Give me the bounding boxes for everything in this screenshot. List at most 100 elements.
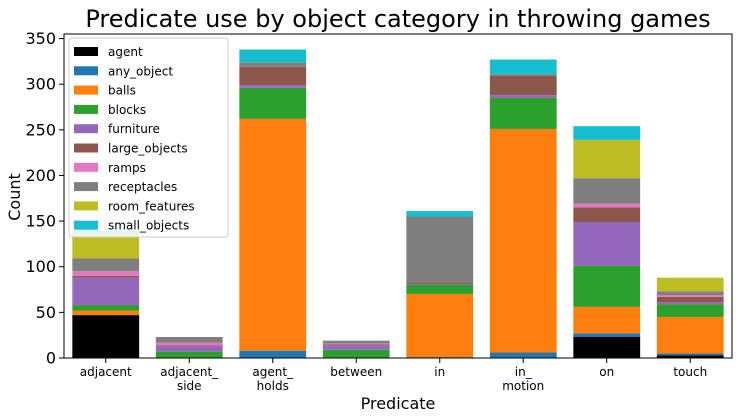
bar-segment-ramps-1 [155, 342, 223, 346]
y-tick-label: 100 [25, 257, 56, 276]
y-tick-label: 200 [25, 166, 56, 185]
bar-segment-small-objects-4 [406, 211, 474, 217]
legend-swatch-any-object [74, 66, 98, 76]
bar-segment-agent-7 [656, 355, 724, 358]
legend-label: receptacles [108, 180, 177, 194]
bar-segment-any-object-2 [239, 350, 307, 358]
bar-segment-blocks-7 [656, 304, 724, 317]
bar-segment-large-objects-1 [155, 345, 223, 347]
bar-segment-receptacles-5 [489, 74, 557, 76]
y-tick-label: 0 [46, 349, 56, 368]
bar-segment-receptacles-3 [322, 340, 390, 344]
legend-swatch-furniture [74, 124, 98, 134]
legend-swatch-ramps [74, 162, 98, 172]
bar-segment-receptacles-4 [406, 216, 474, 283]
legend-label: agent [108, 45, 143, 59]
x-tick-label-line: agent_ [252, 365, 294, 379]
x-tick-label-line: side [177, 379, 202, 393]
bar-segment-room-features-7 [656, 277, 724, 292]
legend-swatch-agent [74, 47, 98, 56]
bar-segment-furniture-1 [155, 346, 223, 352]
bar-segment-any-object-6 [573, 333, 641, 338]
legend-box [68, 37, 229, 238]
bar-segment-receptacles-6 [573, 178, 641, 204]
x-tick-label-line: in [434, 365, 445, 379]
bar-segment-balls-4 [406, 294, 474, 358]
bar-segment-ramps-3 [322, 343, 390, 345]
bar-segment-receptacles-7 [656, 291, 724, 296]
x-tick-label: adjacent_ side [160, 365, 219, 393]
bar-segment-small-objects-2 [239, 49, 307, 63]
y-tick-label: 150 [25, 212, 56, 231]
bar-segment-blocks-6 [573, 265, 641, 307]
plot-frame [63, 33, 733, 359]
legend-swatch-large-objects [74, 143, 98, 153]
legend-label: furniture [108, 122, 160, 136]
bar-segment-furniture-7 [656, 302, 724, 305]
bar-segment-blocks-5 [489, 97, 557, 129]
bar-segment-large-objects-2 [239, 66, 307, 86]
x-tick-label: touch [673, 365, 707, 379]
x-tick-label-line: adjacent [80, 365, 132, 379]
bar-segment-balls-7 [656, 316, 724, 354]
legend-label: blocks [108, 103, 146, 117]
bar-segment-small-objects-5 [489, 59, 557, 75]
bar-segment-room-features-6 [573, 139, 641, 179]
chart-title: Predicate use by object category in thro… [85, 5, 710, 33]
x-tick-label: in [434, 365, 445, 379]
bar-segment-room-features-0 [72, 233, 140, 259]
legend-swatch-small-objects [74, 220, 98, 230]
bar-segment-receptacles-0 [72, 258, 140, 272]
legend-label: any_object [108, 64, 173, 78]
legend-swatch-balls [74, 85, 98, 95]
bars-group [72, 49, 724, 358]
y-tick-label: 250 [25, 120, 56, 139]
bar-segment-any-object-5 [489, 352, 557, 358]
bar-segment-blocks-4 [406, 284, 474, 295]
bar-segment-large-objects-7 [656, 296, 724, 303]
y-tick-label: 50 [36, 303, 56, 322]
bar-segment-receptacles-2 [239, 62, 307, 67]
x-tick-label: on [599, 365, 614, 379]
bar-segment-agent-0 [72, 315, 140, 358]
legend-swatch-receptacles [74, 182, 98, 192]
y-tick-label: 300 [25, 75, 56, 94]
bar-segment-furniture-5 [489, 95, 557, 98]
y-axis-label: Count [5, 173, 24, 221]
bar-segment-large-objects-4 [406, 282, 474, 285]
x-tick-label-line: adjacent_ [160, 365, 219, 379]
bar-segment-furniture-4 [406, 284, 474, 285]
bar-segment-furniture-3 [322, 345, 390, 350]
bar-segment-blocks-0 [72, 305, 140, 311]
x-tick-label-line: on [599, 365, 614, 379]
bar-segment-receptacles-1 [155, 337, 223, 343]
x-tick-label: between [330, 365, 382, 379]
legend-swatch-room-features [74, 201, 98, 211]
bar-segment-blocks-1 [155, 351, 223, 358]
bar-segment-agent-6 [573, 337, 641, 358]
legend-label: room_features [108, 199, 195, 213]
bar-segment-ramps-0 [72, 271, 140, 276]
bar-segment-furniture-6 [573, 222, 641, 266]
x-tick-label: in_ motion [502, 365, 544, 393]
x-tick-label-line: touch [673, 365, 707, 379]
bar-segment-ramps-6 [573, 203, 641, 208]
bar-segment-balls-0 [72, 310, 140, 316]
legend-swatch-blocks [74, 104, 98, 114]
axes-group: 0 50 100 150 200 250 300 350 adjacent adjacent_ si… [25, 29, 733, 393]
bar-segment-large-objects-6 [573, 207, 641, 223]
legend-label: balls [108, 84, 136, 98]
bar-segment-furniture-2 [239, 85, 307, 88]
bar-segment-balls-6 [573, 306, 641, 334]
bar-segment-large-objects-5 [489, 75, 557, 96]
bar-segment-ramps-7 [656, 295, 724, 297]
legend-label: large_objects [108, 142, 188, 156]
bar-segment-large-objects-0 [72, 275, 140, 278]
bar-segment-any-object-7 [656, 353, 724, 356]
bar-segment-large-objects-3 [322, 344, 390, 346]
x-tick-label: agent_ holds [252, 365, 294, 393]
bar-segment-blocks-2 [239, 87, 307, 119]
bar-segment-balls-5 [489, 128, 557, 353]
